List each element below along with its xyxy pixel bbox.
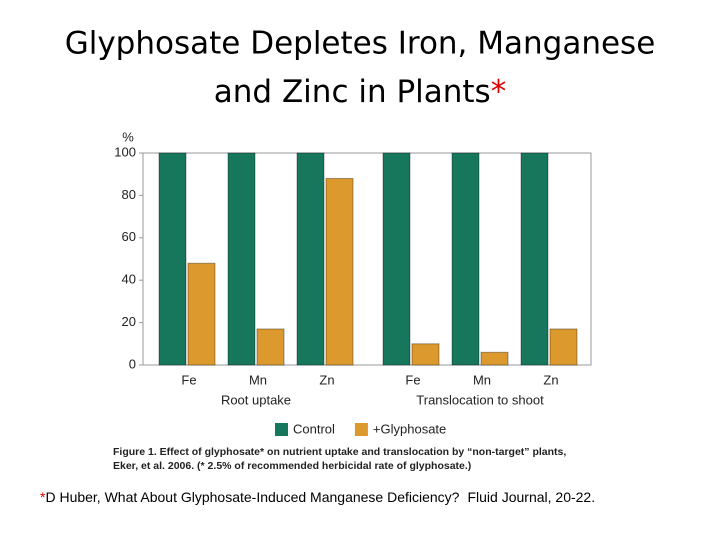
bar	[325, 177, 354, 366]
legend-label: +Glyphosate	[373, 421, 446, 436]
x-tick-label: Mn	[473, 372, 491, 387]
y-tick-label: 20	[122, 314, 136, 329]
legend-swatch	[354, 423, 368, 436]
bar	[187, 262, 216, 366]
bar	[296, 152, 325, 366]
x-tick-label: Zn	[543, 372, 558, 387]
title-asterisk: *	[491, 74, 507, 110]
legend-label: Control	[293, 421, 335, 436]
group-label: Translocation to shoot	[416, 392, 544, 407]
footnote-text: D Huber, What About Glyphosate-Induced M…	[45, 489, 459, 505]
footnote: *D Huber, What About Glyphosate-Induced …	[40, 489, 595, 505]
y-tick-label: 80	[122, 187, 136, 202]
title-line: and Zinc in Plants*	[214, 74, 506, 110]
bar	[480, 351, 509, 366]
y-tick-label: 0	[129, 356, 136, 371]
plot-frame	[142, 152, 592, 366]
x-tick-label: Fe	[405, 372, 420, 387]
y-tick-label: 60	[122, 229, 136, 244]
footnote-source: Fluid Journal, 20-22.	[467, 489, 595, 505]
x-tick-label: Fe	[181, 372, 196, 387]
legend-swatch	[275, 423, 288, 436]
footnote-mark: *	[40, 489, 46, 505]
title-line: Glyphosate Depletes Iron, Manganese	[65, 26, 656, 62]
bar	[256, 328, 285, 366]
bar	[549, 328, 578, 366]
bar	[158, 152, 187, 366]
bar	[227, 152, 256, 366]
bar	[382, 152, 411, 366]
y-tick-label: 40	[122, 272, 136, 287]
title-line-text: and Zinc in Plants	[214, 74, 491, 110]
group-label: Root uptake	[221, 392, 291, 407]
x-tick-label: Zn	[319, 372, 334, 387]
y-tick-label: 100	[114, 144, 136, 159]
bar	[411, 343, 440, 366]
bar	[451, 152, 480, 366]
caption-line: Eker, et al. 2006. (* 2.5% of recommende…	[113, 460, 471, 472]
x-tick-label: Mn	[249, 372, 267, 387]
caption-line: Figure 1. Effect of glyphosate* on nutri…	[113, 446, 566, 458]
bar	[520, 152, 549, 366]
y-axis-label: %	[122, 129, 134, 144]
